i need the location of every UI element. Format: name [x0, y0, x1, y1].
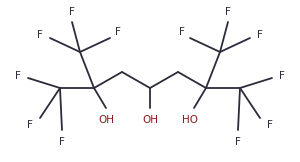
Text: F: F	[69, 7, 75, 17]
Text: F: F	[37, 30, 43, 40]
Text: F: F	[225, 7, 231, 17]
Text: OH: OH	[142, 115, 158, 125]
Text: F: F	[179, 27, 185, 37]
Text: F: F	[15, 71, 21, 81]
Text: F: F	[115, 27, 121, 37]
Text: HO: HO	[182, 115, 198, 125]
Text: F: F	[59, 137, 65, 147]
Text: F: F	[279, 71, 285, 81]
Text: OH: OH	[98, 115, 114, 125]
Text: F: F	[267, 120, 273, 130]
Text: F: F	[235, 137, 241, 147]
Text: F: F	[27, 120, 33, 130]
Text: F: F	[257, 30, 263, 40]
